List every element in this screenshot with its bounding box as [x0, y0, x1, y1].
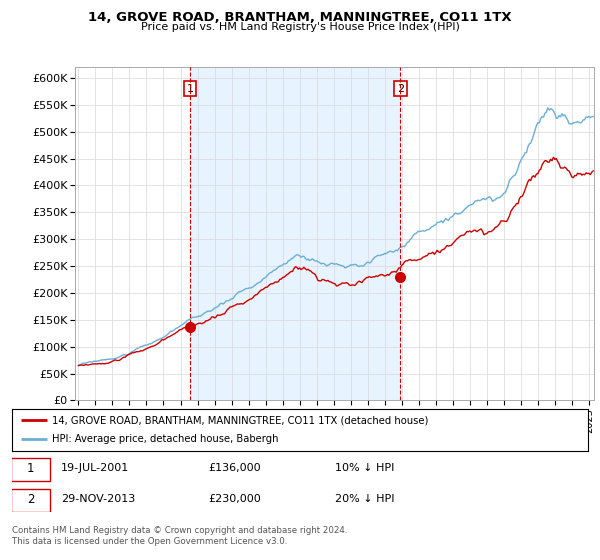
Text: 10% ↓ HPI: 10% ↓ HPI — [335, 463, 394, 473]
Text: 1: 1 — [187, 83, 193, 94]
Bar — [190, 67, 400, 400]
Text: £230,000: £230,000 — [208, 494, 260, 505]
Text: HPI: Average price, detached house, Babergh: HPI: Average price, detached house, Babe… — [52, 435, 279, 445]
Text: 2: 2 — [397, 83, 404, 94]
Text: £136,000: £136,000 — [208, 463, 260, 473]
FancyBboxPatch shape — [11, 489, 50, 512]
Text: 19-JUL-2001: 19-JUL-2001 — [61, 463, 129, 473]
FancyBboxPatch shape — [11, 458, 50, 481]
Text: Price paid vs. HM Land Registry's House Price Index (HPI): Price paid vs. HM Land Registry's House … — [140, 22, 460, 32]
Text: 14, GROVE ROAD, BRANTHAM, MANNINGTREE, CO11 1TX (detached house): 14, GROVE ROAD, BRANTHAM, MANNINGTREE, C… — [52, 415, 428, 425]
Text: 1: 1 — [26, 462, 34, 475]
Text: 2: 2 — [26, 493, 34, 506]
Text: 20% ↓ HPI: 20% ↓ HPI — [335, 494, 394, 505]
Text: Contains HM Land Registry data © Crown copyright and database right 2024.
This d: Contains HM Land Registry data © Crown c… — [12, 526, 347, 546]
Text: 29-NOV-2013: 29-NOV-2013 — [61, 494, 135, 505]
Text: 14, GROVE ROAD, BRANTHAM, MANNINGTREE, CO11 1TX: 14, GROVE ROAD, BRANTHAM, MANNINGTREE, C… — [88, 11, 512, 24]
